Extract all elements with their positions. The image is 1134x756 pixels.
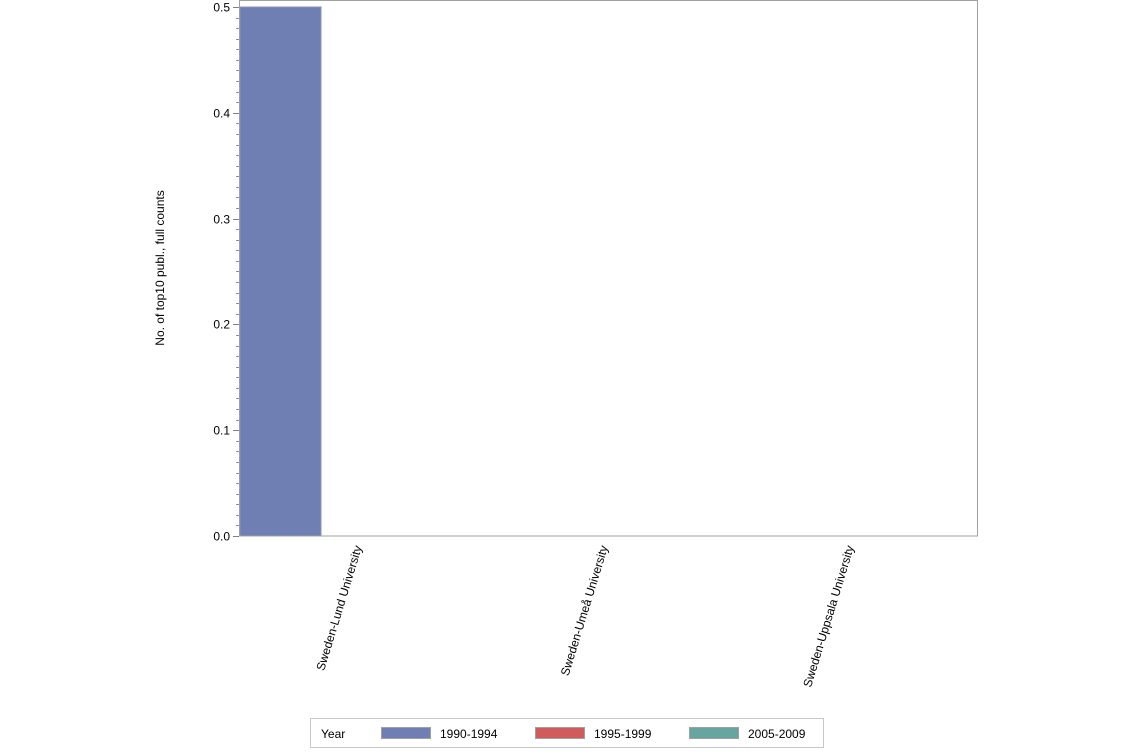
bar-1990-1994 (239, 6, 322, 537)
legend-swatch-1990-1994 (381, 727, 431, 739)
y-tick-label: 0.1 (213, 424, 230, 438)
y-tick-label: 0.4 (213, 107, 230, 121)
x-category-label: Sweden-Lund University (313, 544, 364, 672)
legend-label: 1990-1994 (440, 727, 498, 741)
x-category-label: Sweden-Uppsala University (800, 544, 856, 689)
y-tick-label: 0.0 (213, 530, 230, 544)
x-category-label: Sweden-Umeå University (558, 544, 611, 678)
y-tick-label: 0.5 (213, 1, 230, 15)
plot-frame (239, 0, 978, 537)
legend-title: Year (321, 727, 345, 741)
legend-label: 1995-1999 (594, 727, 652, 741)
legend-label: 2005-2009 (748, 727, 806, 741)
legend-swatch-1995-1999 (535, 727, 585, 739)
legend-swatch-2005-2009 (689, 727, 739, 739)
y-tick-label: 0.3 (213, 213, 230, 227)
y-tick-label: 0.2 (213, 318, 230, 332)
y-axis-label: No. of top10 publ., full counts (153, 190, 167, 345)
